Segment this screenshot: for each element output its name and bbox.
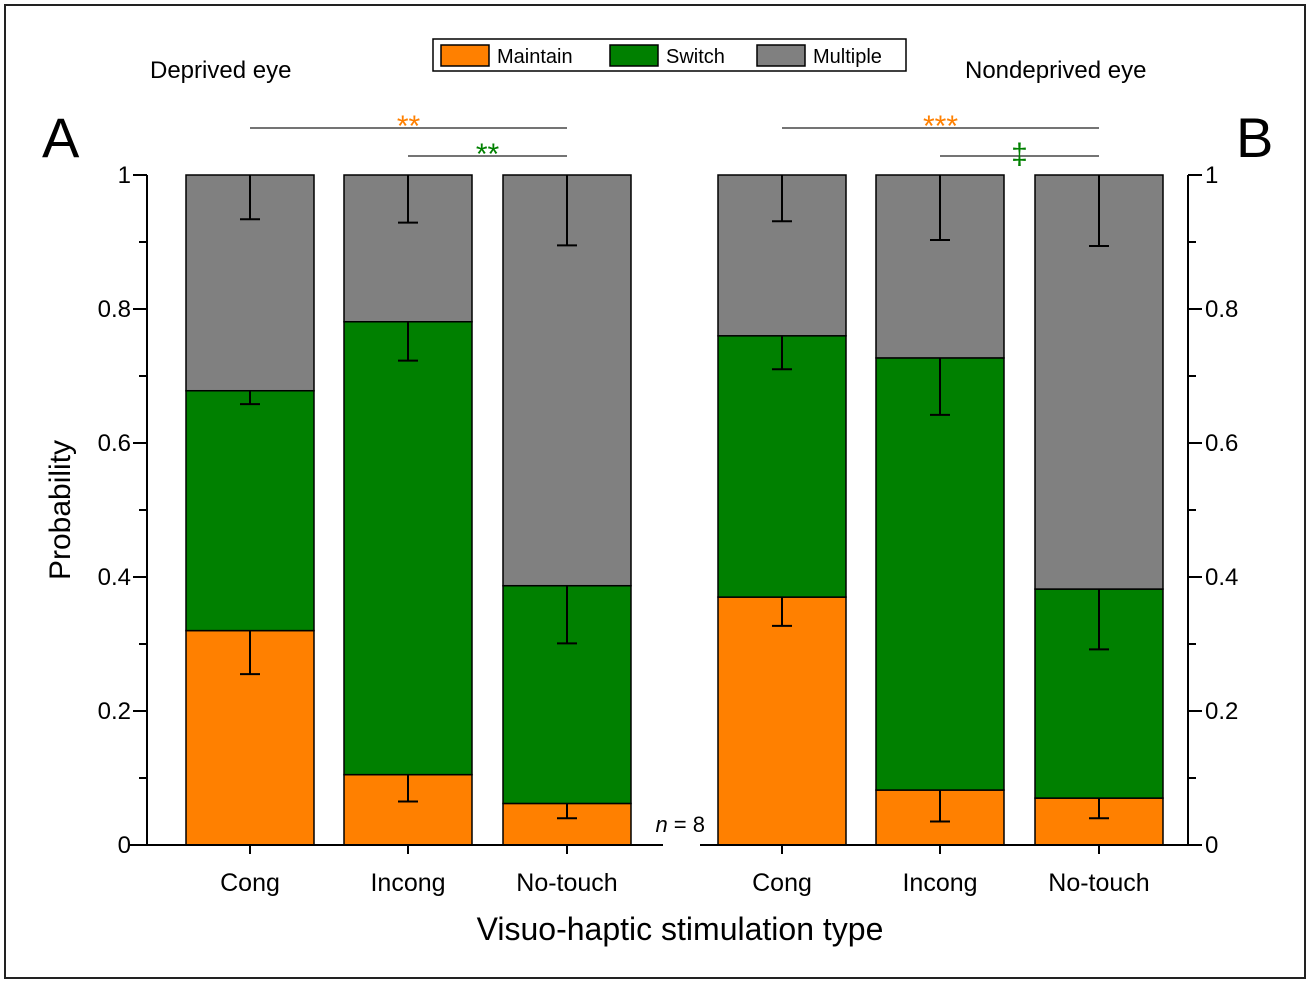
legend-box	[432, 38, 907, 72]
legend: Maintain Switch Multiple	[432, 38, 907, 72]
panel-b-bar-switch-cong	[717, 335, 847, 598]
panel-b-label: B	[1236, 106, 1273, 169]
panel-a-sig-marker-1: **	[476, 138, 500, 171]
panel-a-y-tick-label-3: 0.6	[98, 430, 131, 457]
legend-label-maintain: Maintain	[497, 46, 573, 68]
legend-label-switch: Switch	[666, 46, 725, 68]
panel-b-sig-marker-1: ‡	[1011, 138, 1028, 171]
y-axis-title: Probability	[44, 440, 77, 580]
legend-label-multiple: Multiple	[813, 46, 882, 68]
panel-a-x-tick-label-cong: Cong	[220, 869, 280, 897]
panel-b-y-tick-label-5: 1	[1205, 162, 1218, 189]
panel-b-subtitle: Nondeprived eye	[965, 57, 1146, 84]
panel-a-y-tick-label-4: 0.8	[98, 296, 131, 323]
panel-b-bar-maintain-cong	[717, 596, 847, 846]
legend-swatch-multiple	[756, 44, 806, 67]
panel-b-y-tick-label-4: 0.8	[1205, 296, 1238, 323]
panel-a-chart: Cong Incong No-touch 0 0.2 0.4 0.6 0.8 1 ** **	[98, 110, 663, 897]
n-annotation-value: = 8	[668, 812, 705, 837]
panel-a-x-tick-label-incong: Incong	[370, 869, 445, 897]
panel-b-y-tick-label-0: 0	[1205, 832, 1218, 859]
panel-b-bar-switch-incong	[875, 357, 1005, 791]
legend-swatch-switch	[609, 44, 659, 67]
panel-a-y-tick-label-1: 0.2	[98, 698, 131, 725]
panel-b-y-tick-label-3: 0.6	[1205, 430, 1238, 457]
panel-a-x-tick-label-no-touch: No-touch	[516, 869, 617, 897]
panel-b-chart: Cong Incong No-touch 0 0.2 0.4 0.6 0.8 1 *** ‡	[700, 110, 1238, 897]
panel-a-y-tick-label-5: 1	[118, 162, 131, 189]
panel-b-x-tick-label-no-touch: No-touch	[1048, 869, 1149, 897]
legend-swatch-maintain	[440, 44, 490, 67]
panel-b-x-tick-label-incong: Incong	[902, 869, 977, 897]
panel-b-sig-marker-0: ***	[923, 110, 958, 143]
n-annotation-symbol: n	[655, 812, 667, 837]
panel-b-y-tick-label-2: 0.4	[1205, 564, 1238, 591]
panel-a-y-tick-label-0: 0	[118, 832, 131, 859]
x-axis-title: Visuo-haptic stimulation type	[477, 911, 884, 947]
panel-b-y-tick-label-1: 0.2	[1205, 698, 1238, 725]
panel-a-bar-switch-cong	[185, 389, 315, 632]
panel-a-sig-marker-0: **	[397, 110, 421, 143]
panel-a-bar-switch-incong	[343, 320, 473, 776]
panel-b-x-tick-label-cong: Cong	[752, 869, 812, 897]
n-annotation: n = 8	[655, 812, 705, 837]
panel-a-y-tick-label-2: 0.4	[98, 564, 131, 591]
panel-a-label: A	[42, 106, 80, 169]
panel-a-subtitle: Deprived eye	[150, 57, 291, 84]
